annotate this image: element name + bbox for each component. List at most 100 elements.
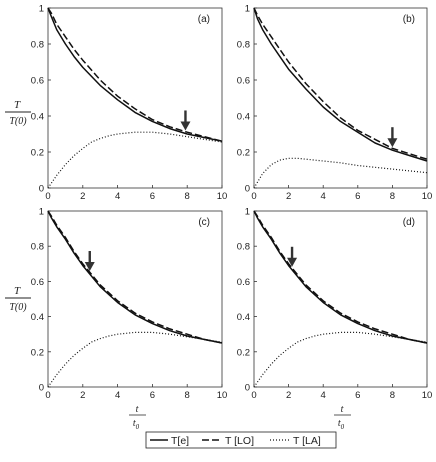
series-line-dashed [253,210,428,344]
y-tick-label: 0.6 [31,76,44,87]
y-tick-label: 0.8 [31,242,44,253]
panel-a: 0 2 4 6 8 10 0 0.2 0.4 0.6 0.8 1 (a) [31,4,228,203]
panel-label: (d) [403,217,415,228]
y-tick-label: 0 [39,184,44,195]
arrow-head [287,257,298,267]
x-tick-label: 2 [286,191,291,202]
arrow-marker [84,251,95,272]
panel-label: (a) [198,14,210,25]
series-line-dotted [253,157,428,189]
y-tick-label: 0.2 [237,148,250,159]
arrow-marker [287,246,298,267]
x-label-numerator: t [341,404,344,415]
legend-box [145,431,337,449]
x-tick-label: 2 [80,390,85,401]
panel-label: (c) [198,217,210,228]
x-label-den-base: t [338,418,341,429]
y-tick-label: 0.4 [237,112,250,123]
y-tick-label: 0.6 [31,277,44,288]
x-tick-label: 8 [390,191,395,202]
series-line-dashed [253,7,428,160]
y-tick-label: 0.4 [31,112,44,123]
y-axis-label-top: T T(0) [5,99,31,127]
x-tick-label: 4 [115,191,120,202]
arrow-head [387,138,398,148]
x-tick-label: 6 [150,390,155,401]
x-tick-label: 4 [115,390,120,401]
x-label-den-base: t [133,418,136,429]
x-tick-label: 8 [185,191,190,202]
legend-entry-tla: T [LA] [293,435,321,447]
arrow-marker [180,110,191,131]
x-tick-label: 0 [251,390,256,401]
x-tick-label: 10 [422,191,433,202]
series-line-dashed [47,7,223,142]
y-tick-label: 0.2 [237,347,250,358]
arrow-head [84,262,95,272]
series-line-dotted [47,131,223,189]
series-line-solid [47,7,223,142]
x-tick-label: 4 [321,390,326,401]
x-tick-label: 0 [45,390,50,401]
y-tick-label: 0.4 [31,312,44,323]
y-tick-label: 0.6 [237,76,250,87]
panel-label: (b) [403,14,415,25]
legend: T[e] T [LO] T [LA] [145,431,337,449]
y-tick-label: 0 [245,184,250,195]
y-tick-label: 0.6 [237,277,250,288]
x-label-den-sub: 0 [136,423,140,431]
y-tick-label: 0.8 [31,40,44,51]
x-axis-label-left: t t0 [129,404,146,431]
x-label-denominator: t0 [338,418,345,431]
y-tick-label: 0 [39,383,44,394]
y-tick-label: 0.4 [237,312,250,323]
x-label-den-sub: 0 [341,423,345,431]
series-line-dashed [47,210,223,344]
y-axis-label-bottom: T T(0) [5,285,31,313]
x-tick-label: 0 [251,191,256,202]
x-tick-label: 2 [286,390,291,401]
panel-b: 0 2 4 6 8 10 0 0.2 0.4 0.6 0.8 1 (b) [237,4,433,203]
y-tick-label: 0.8 [237,242,250,253]
x-tick-label: 8 [390,390,395,401]
series-line-dotted [47,331,223,388]
panel-c: 0 2 4 6 8 10 0 0.2 0.4 0.6 0.8 1 (c) [31,207,228,402]
x-tick-label: 4 [321,191,326,202]
x-axis-label-right: t t0 [334,404,351,431]
x-tick-label: 6 [150,191,155,202]
x-tick-label: 8 [185,390,190,401]
plot-frame [253,7,428,189]
arrow-marker [387,127,398,148]
x-tick-label: 2 [80,191,85,202]
x-tick-label: 0 [45,191,50,202]
y-tick-label: 1 [245,207,250,218]
y-label-denominator: T(0) [9,302,27,313]
x-tick-label: 10 [217,390,228,401]
plot-frame [47,7,223,189]
y-label-numerator: T [14,99,21,111]
y-tick-label: 0.8 [237,40,250,51]
x-label-numerator: t [136,404,139,415]
x-tick-label: 10 [422,390,433,401]
panel-d: 0 2 4 6 8 10 0 0.2 0.4 0.6 0.8 1 (d) [237,207,433,402]
series-line-solid [47,210,223,344]
series-line-solid [253,7,428,162]
x-tick-label: 10 [217,191,228,202]
legend-entry-te: T[e] [171,435,189,447]
x-tick-label: 6 [355,191,360,202]
x-label-denominator: t0 [133,418,140,431]
legend-entry-tlo: T [LO] [225,435,254,447]
arrow-head [180,121,191,131]
y-tick-label: 1 [245,4,250,15]
series-line-solid [253,210,428,344]
x-tick-label: 6 [355,390,360,401]
plot-frame [253,210,428,388]
y-label-denominator: T(0) [9,116,27,127]
y-tick-label: 0.2 [31,347,44,358]
series-line-dotted [253,331,428,388]
y-tick-label: 1 [39,207,44,218]
y-tick-label: 1 [39,4,44,15]
plot-frame [47,210,223,388]
